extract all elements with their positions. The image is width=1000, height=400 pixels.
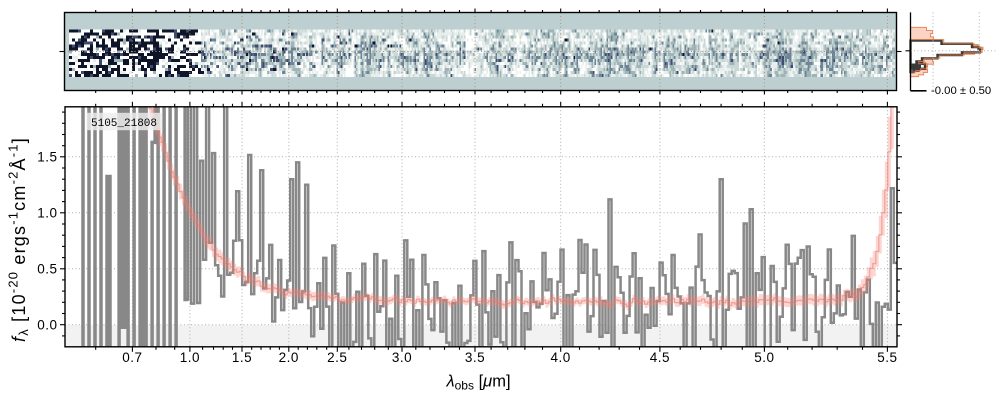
svg-text:5.0: 5.0: [754, 350, 774, 365]
svg-text:1.5: 1.5: [37, 150, 57, 165]
svg-text:λobs [μm]: λobs [μm]: [446, 373, 511, 393]
svg-text:3.0: 3.0: [392, 350, 412, 365]
svg-text:3.5: 3.5: [465, 350, 485, 365]
svg-text:-0.00 ± 0.50: -0.00 ± 0.50: [931, 85, 991, 97]
svg-text:fλ [10-20 ergs-1cm-2Å-1]: fλ [10-20 ergs-1cm-2Å-1]: [6, 137, 32, 342]
svg-text:1.0: 1.0: [180, 350, 200, 365]
svg-text:1.5: 1.5: [232, 350, 252, 365]
svg-text:0.7: 0.7: [122, 350, 142, 365]
svg-text:5.5: 5.5: [877, 350, 897, 365]
svg-text:2.5: 2.5: [327, 350, 347, 365]
svg-text:4.0: 4.0: [551, 350, 571, 365]
svg-text:5105_21808: 5105_21808: [91, 118, 157, 130]
svg-text:2.0: 2.0: [279, 350, 299, 365]
svg-text:1.0: 1.0: [37, 206, 57, 221]
svg-text:0.0: 0.0: [37, 318, 57, 333]
svg-text:4.5: 4.5: [650, 350, 670, 365]
svg-text:0.5: 0.5: [37, 262, 57, 277]
